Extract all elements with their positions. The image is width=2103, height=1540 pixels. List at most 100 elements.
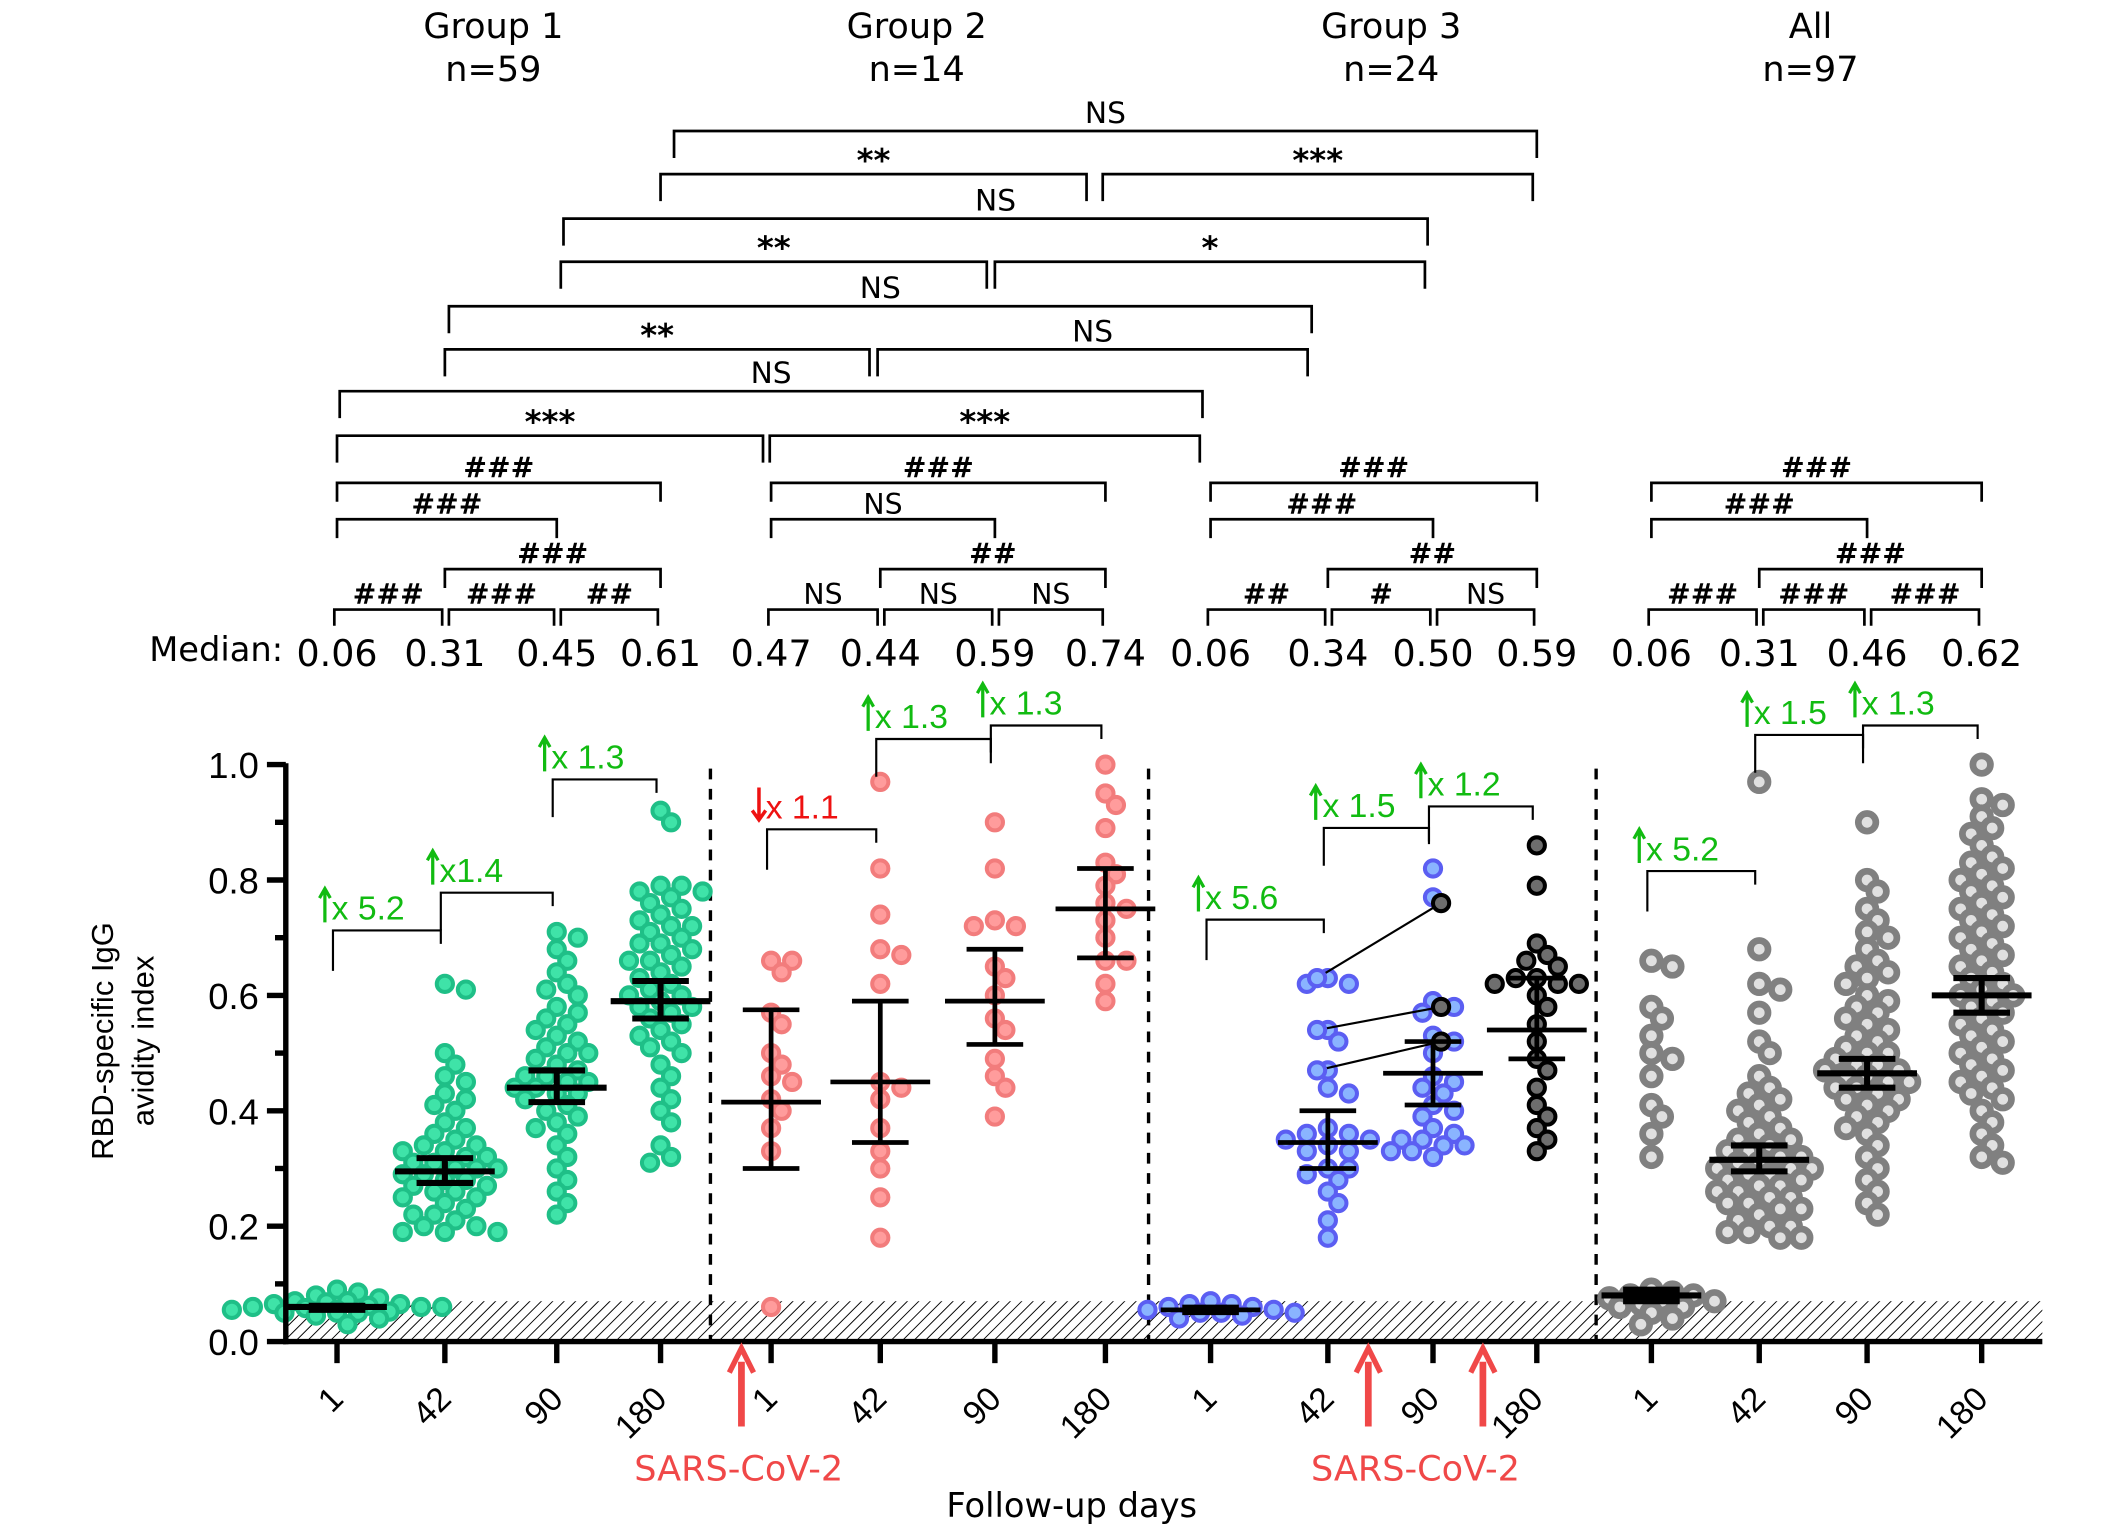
within-group-label: NS	[863, 488, 902, 521]
data-point	[1715, 1190, 1740, 1216]
data-point	[434, 1221, 455, 1243]
data-point	[995, 1019, 1016, 1041]
data-point	[1296, 1123, 1317, 1144]
fold-change-label: x 1.3	[875, 698, 948, 736]
fold-change-bracket	[439, 891, 554, 931]
fold-change-label: x 1.5	[1322, 787, 1395, 825]
within-group-bracket	[447, 608, 556, 626]
x-axis-label: Follow-up days	[946, 1486, 1197, 1525]
median-value: 0.44	[840, 632, 921, 675]
data-point	[1990, 914, 2015, 939]
data-point	[1789, 1196, 1814, 1222]
fold-change-bracket	[551, 778, 658, 818]
x-tick-label: 42	[1720, 1380, 1773, 1433]
data-point	[432, 1296, 453, 1318]
data-point	[1702, 1289, 1727, 1314]
data-point	[411, 1296, 432, 1318]
fold-change-label: x 5.6	[1205, 879, 1278, 917]
data-point	[1649, 1104, 1675, 1129]
data-point	[1317, 1077, 1338, 1098]
data-point	[1338, 1141, 1359, 1162]
data-point	[1833, 971, 1859, 996]
comparison-label: **	[640, 317, 674, 355]
fold-change-bracket	[1754, 733, 1865, 773]
data-point	[1516, 950, 1537, 971]
data-point	[1328, 1031, 1349, 1052]
median-value: 0.46	[1827, 632, 1908, 675]
data-point	[1116, 950, 1137, 971]
within-group-label: NS	[919, 578, 958, 611]
comparison-label: **	[757, 229, 791, 267]
group-title: Group 2	[847, 6, 987, 47]
data-point	[546, 1204, 567, 1225]
within-group-bracket	[1869, 608, 1981, 626]
arrow-up-icon	[975, 680, 990, 718]
data-point	[1736, 1219, 1761, 1245]
data-point	[771, 962, 792, 983]
comparison-label: **	[857, 141, 891, 179]
y-axis-label-line1: RBD-specific IgG	[85, 922, 120, 1160]
data-point	[771, 1100, 792, 1121]
comparison-label: NS	[975, 183, 1016, 218]
data-point	[870, 973, 891, 994]
y-tick-label: 0.8	[208, 860, 259, 901]
fold-change-label: x 1.3	[551, 739, 624, 777]
x-tick-label: 90	[955, 1380, 1008, 1433]
group-n: n=24	[1343, 49, 1439, 90]
data-point	[1990, 885, 2015, 910]
median-value: 0.47	[731, 632, 812, 675]
data-point	[525, 1019, 546, 1041]
comparison-label: *	[1201, 229, 1218, 267]
fold-change-bracket	[875, 737, 992, 777]
comparison-bracket	[559, 260, 989, 289]
comparison-bracket	[443, 348, 871, 377]
fold-change-bracket	[1205, 918, 1325, 961]
data-point	[1639, 1064, 1664, 1089]
within-group-label: ###	[1889, 578, 1960, 611]
data-point	[870, 939, 891, 960]
median-value: 0.59	[1496, 632, 1577, 675]
data-point	[1990, 856, 2015, 881]
data-point	[242, 1296, 264, 1318]
within-group-label: #	[1369, 578, 1393, 611]
data-point	[1854, 810, 1880, 835]
within-group-bracket	[1650, 517, 1869, 539]
data-point	[1833, 1006, 1859, 1031]
y-tick-label: 0.6	[208, 976, 259, 1017]
data-point	[1990, 1058, 2015, 1083]
within-group-label: ##	[1409, 538, 1456, 571]
data-point	[1454, 1135, 1475, 1156]
data-point	[1537, 1060, 1558, 1081]
data-point	[1768, 1087, 1793, 1112]
fold-change-bracket	[1427, 805, 1534, 845]
data-point	[1747, 1000, 1772, 1025]
data-point	[1526, 875, 1547, 896]
group-n: n=14	[869, 49, 965, 90]
data-point	[368, 1308, 390, 1329]
data-point	[1137, 1299, 1158, 1320]
data-point	[1990, 1087, 2015, 1112]
within-group-label: ###	[1286, 488, 1357, 521]
data-point	[984, 910, 1005, 931]
data-point	[1660, 954, 1685, 979]
data-point	[1095, 754, 1116, 775]
data-point	[1715, 1219, 1740, 1245]
data-point	[1639, 1144, 1664, 1170]
y-axis-label-line2: avidity index	[126, 955, 161, 1126]
within-group-bracket	[878, 567, 1107, 589]
group-n: n=59	[445, 49, 541, 90]
data-point	[870, 1227, 891, 1248]
data-point	[1990, 792, 2015, 818]
data-point	[1526, 1077, 1547, 1098]
data-point-highlight	[1430, 996, 1452, 1018]
fold-change-bracket	[1322, 826, 1431, 866]
within-group-bracket	[767, 608, 879, 626]
data-point	[487, 1221, 508, 1243]
group-title: Group 3	[1321, 6, 1461, 47]
arrow-up-icon	[1632, 826, 1647, 864]
within-group-label: ###	[411, 488, 482, 521]
within-group-label: ###	[1338, 451, 1409, 484]
data-point	[1639, 1040, 1664, 1066]
data-point	[567, 927, 588, 948]
